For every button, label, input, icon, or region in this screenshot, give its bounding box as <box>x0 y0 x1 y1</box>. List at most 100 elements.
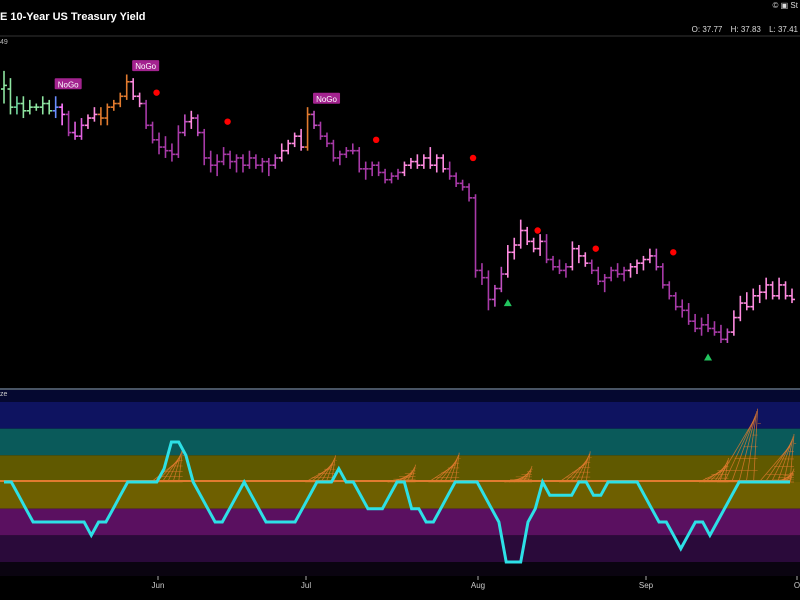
price-bar <box>420 154 427 169</box>
oscillator-cone-line <box>585 451 591 483</box>
price-bar <box>7 78 14 115</box>
price-bar <box>110 99 117 111</box>
price-bar <box>646 248 653 264</box>
price-bar <box>776 277 783 300</box>
price-bar <box>524 226 531 246</box>
price-bar <box>750 288 757 311</box>
price-bar <box>214 154 221 177</box>
oscillator-cone-line <box>714 462 728 483</box>
price-bar <box>698 317 705 336</box>
countertrend-dot <box>224 118 231 125</box>
oscillator-cone-line <box>454 452 460 483</box>
price-bar <box>246 150 253 169</box>
oscillator-cone-line <box>438 459 458 483</box>
price-bar <box>46 99 53 115</box>
price-bar <box>543 234 550 264</box>
price-bar <box>414 154 421 169</box>
price-bar <box>724 328 731 343</box>
price-bar <box>52 96 59 119</box>
price-bar <box>117 92 124 108</box>
price-bar <box>763 277 770 300</box>
oscillator-zones <box>0 390 800 576</box>
oscillator-zone-bottom <box>0 562 800 576</box>
price-bar <box>621 266 628 282</box>
price-bar <box>569 241 576 271</box>
x-axis-ticks: Jun Jul Aug Sep O <box>152 576 800 590</box>
price-bar <box>440 154 447 173</box>
price-bar <box>530 237 537 253</box>
open-value: O: 37.77 <box>691 25 723 34</box>
oscillator-cone-line <box>580 453 590 483</box>
price-bar <box>201 128 208 166</box>
price-bar <box>356 147 363 173</box>
nogo-label-text: NoGo <box>316 95 337 104</box>
price-bar <box>511 237 518 260</box>
price-bar <box>72 121 79 140</box>
price-bar <box>369 161 376 177</box>
oscillator-cone-line <box>777 438 793 483</box>
oscillator-cone-line <box>444 457 458 483</box>
oscillator-cone-line <box>320 459 335 483</box>
price-bar <box>427 147 434 169</box>
price-bar <box>601 274 608 293</box>
price-bar <box>446 161 453 180</box>
price-bar <box>59 103 66 126</box>
price-bar <box>84 114 91 129</box>
oscillator-label: ze <box>0 391 8 398</box>
countertrend-dot <box>534 227 541 234</box>
price-bar <box>562 263 569 278</box>
price-bar <box>582 252 589 267</box>
price-bar <box>737 295 744 322</box>
countertrend-dot <box>372 136 380 144</box>
price-bar <box>33 103 40 111</box>
nogo-label: NoGo <box>54 78 82 90</box>
trend-triangle <box>704 353 713 361</box>
countertrend-dot <box>592 245 599 252</box>
price-bar <box>285 139 292 155</box>
price-bar <box>239 154 246 173</box>
nogo-label-box <box>54 78 82 90</box>
price-bar <box>336 150 343 166</box>
x-tick-label: Jun <box>152 581 165 590</box>
oscillator-cone-line <box>575 455 589 483</box>
nogo-label: NoGo <box>132 60 160 72</box>
oscillator-cone-line <box>783 436 794 483</box>
oscillator-cone-line <box>745 411 758 483</box>
price-bar <box>485 270 492 311</box>
oscillator-cone-line <box>406 466 416 483</box>
price-bar <box>130 78 137 100</box>
price-bar <box>227 150 234 169</box>
price-bar <box>730 310 737 336</box>
oscillator-cone-line <box>765 443 792 483</box>
price-bar <box>207 150 214 173</box>
price-bar <box>349 143 356 155</box>
price-bar <box>233 154 240 173</box>
price-bar <box>537 234 544 256</box>
countertrend-dot <box>153 89 160 96</box>
price-bar <box>550 255 557 271</box>
chart-title: E 10-Year US Treasury Yield <box>0 11 146 23</box>
price-bar <box>491 284 498 307</box>
oscillator-cone-line <box>527 465 533 483</box>
price-bar <box>407 157 414 169</box>
price-bar <box>395 168 401 180</box>
countertrend-dot <box>469 154 477 162</box>
oscillator-cone-line <box>569 458 589 483</box>
x-tick-label: Jul <box>301 581 311 590</box>
price-bar <box>97 107 104 126</box>
price-bar <box>472 194 479 278</box>
price-bar <box>343 147 350 158</box>
price-bar <box>401 161 408 177</box>
price-bar <box>291 132 298 148</box>
price-bar <box>717 324 724 343</box>
price-bar <box>311 110 318 129</box>
trend-triangle <box>503 299 512 307</box>
oscillator-cone-line <box>161 455 181 483</box>
price-bar <box>375 161 382 177</box>
price-bar <box>317 121 324 140</box>
price-bar <box>175 125 182 158</box>
price-bar <box>640 255 647 271</box>
price-bar <box>743 292 750 311</box>
price-bar <box>433 154 440 173</box>
price-bar <box>769 281 776 300</box>
